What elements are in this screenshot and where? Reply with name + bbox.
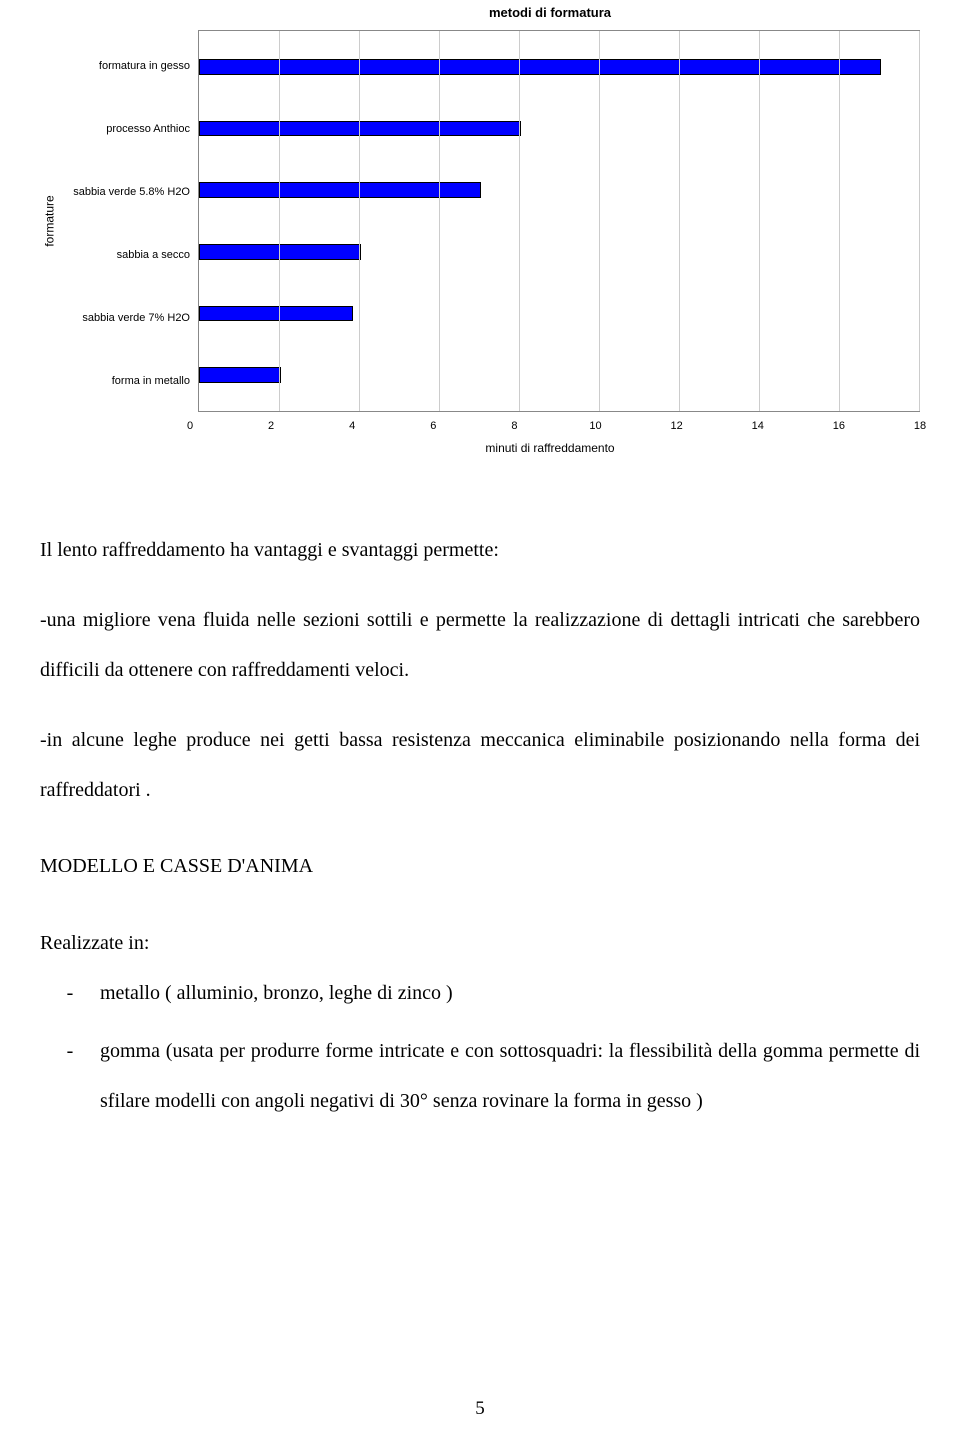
x-tick: 16 bbox=[833, 420, 845, 432]
chart-bar bbox=[199, 121, 521, 137]
chart-bars bbox=[199, 36, 919, 406]
category-label: forma in metallo bbox=[60, 349, 190, 412]
bar-row bbox=[199, 344, 919, 406]
y-axis-label: formature bbox=[43, 195, 57, 246]
x-tick: 6 bbox=[430, 420, 436, 432]
list-item: -metallo ( alluminio, bronzo, leghe di z… bbox=[40, 968, 920, 1018]
x-tick: 2 bbox=[268, 420, 274, 432]
category-label: sabbia a secco bbox=[60, 223, 190, 286]
x-tick: 14 bbox=[752, 420, 764, 432]
x-tick: 12 bbox=[671, 420, 683, 432]
bullet-list: -metallo ( alluminio, bronzo, leghe di z… bbox=[40, 968, 920, 1126]
y-axis-label-container: formature bbox=[40, 30, 60, 412]
section-heading: MODELLO E CASSE D'ANIMA bbox=[40, 855, 920, 878]
list-item-text: gomma (usata per produrre forme intricat… bbox=[100, 1026, 920, 1126]
category-label: sabbia verde 5.8% H2O bbox=[60, 161, 190, 224]
x-tick: 18 bbox=[914, 420, 926, 432]
paragraph-3: -in alcune leghe produce nei getti bassa… bbox=[40, 715, 920, 815]
gridline bbox=[279, 31, 280, 411]
gridline bbox=[759, 31, 760, 411]
list-intro: Realizzate in: bbox=[40, 918, 920, 968]
gridline bbox=[519, 31, 520, 411]
bar-row bbox=[199, 283, 919, 345]
y-category-labels: formatura in gessoprocesso Anthiocsabbia… bbox=[60, 30, 198, 412]
x-axis-ticks: 024681012141618 bbox=[190, 420, 920, 435]
x-tick: 4 bbox=[349, 420, 355, 432]
bar-row bbox=[199, 36, 919, 98]
x-tick: 10 bbox=[589, 420, 601, 432]
body-text: Il lento raffreddamento ha vantaggi e sv… bbox=[40, 525, 920, 815]
bar-row bbox=[199, 221, 919, 283]
chart-bar bbox=[199, 306, 353, 322]
paragraph-1: Il lento raffreddamento ha vantaggi e sv… bbox=[40, 525, 920, 575]
list-item: -gomma (usata per produrre forme intrica… bbox=[40, 1026, 920, 1126]
category-label: processo Anthioc bbox=[60, 98, 190, 161]
gridline bbox=[919, 31, 920, 411]
chart-area: formature formatura in gessoprocesso Ant… bbox=[40, 30, 920, 412]
page-number: 5 bbox=[0, 1398, 960, 1420]
gridline bbox=[359, 31, 360, 411]
list-marker: - bbox=[40, 1026, 100, 1126]
paragraph-2: -una migliore vena fluida nelle sezioni … bbox=[40, 595, 920, 695]
gridline bbox=[599, 31, 600, 411]
x-tick: 0 bbox=[187, 420, 193, 432]
list-item-text: metallo ( alluminio, bronzo, leghe di zi… bbox=[100, 968, 920, 1018]
chart-title: metodi di formatura bbox=[180, 5, 920, 20]
chart-bar bbox=[199, 59, 881, 75]
gridline bbox=[839, 31, 840, 411]
chart-plot bbox=[198, 30, 920, 412]
gridline bbox=[439, 31, 440, 411]
category-label: formatura in gesso bbox=[60, 35, 190, 98]
bar-row bbox=[199, 98, 919, 160]
page-container: metodi di formatura formature formatura … bbox=[0, 0, 960, 1448]
list-marker: - bbox=[40, 968, 100, 1018]
chart-bar bbox=[199, 367, 281, 383]
x-tick: 8 bbox=[511, 420, 517, 432]
category-label: sabbia verde 7% H2O bbox=[60, 286, 190, 349]
gridline bbox=[679, 31, 680, 411]
bar-row bbox=[199, 159, 919, 221]
x-axis-label: minuti di raffreddamento bbox=[180, 441, 920, 455]
chart-bar bbox=[199, 244, 361, 260]
